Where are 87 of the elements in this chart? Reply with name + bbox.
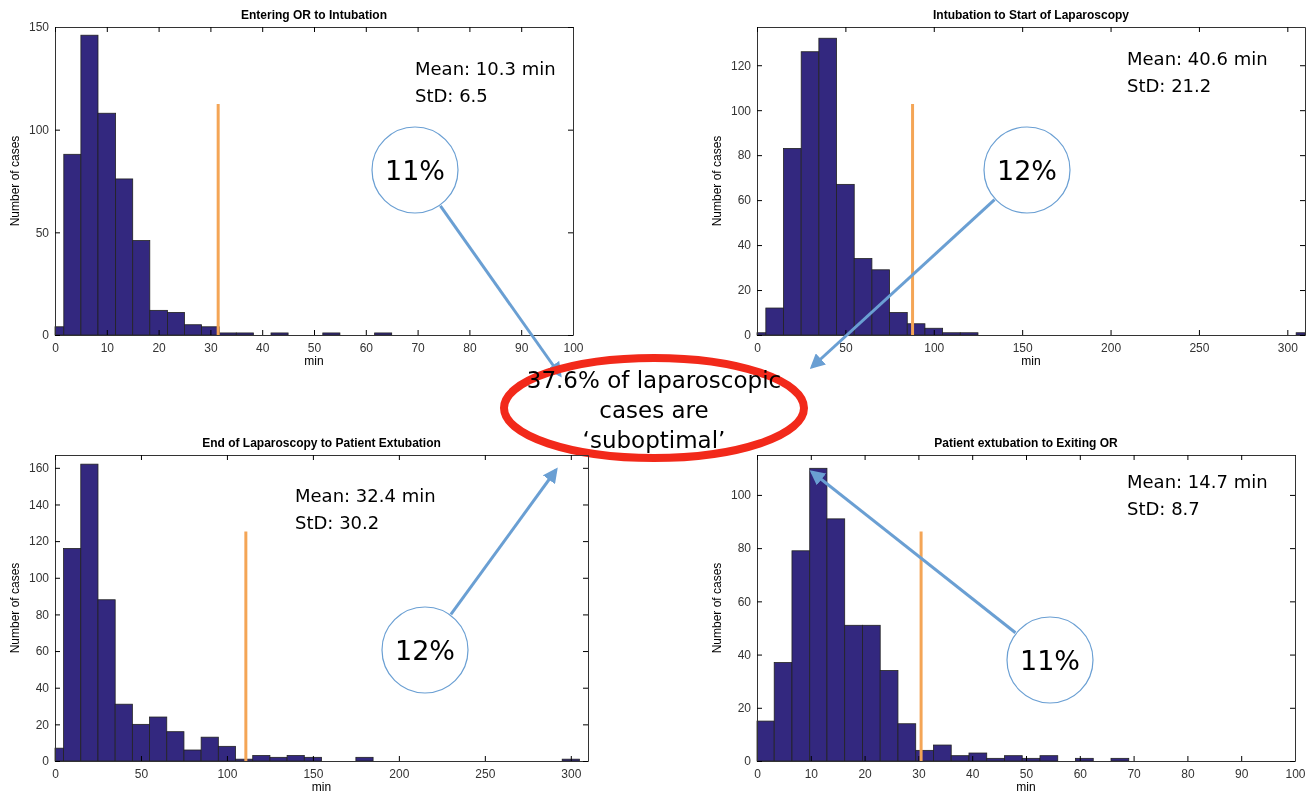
- y-tick-label: 100: [28, 571, 50, 586]
- x-tick-label: 80: [1181, 766, 1195, 781]
- y-axis-title: Number of cases: [710, 562, 724, 654]
- x-tick-label: 50: [839, 340, 853, 355]
- y-tick-label: 20: [737, 283, 752, 298]
- x-tick-label: 10: [100, 340, 115, 355]
- y-tick-label: 40: [737, 647, 752, 662]
- x-tick-label: 50: [134, 766, 149, 781]
- x-tick-label: 100: [563, 340, 584, 355]
- x-axis-title: min: [1021, 354, 1041, 368]
- x-tick-label: 10: [804, 766, 819, 781]
- x-tick-label: 70: [411, 340, 426, 355]
- y-tick-label: 20: [737, 701, 752, 716]
- annotation: 11%: [384, 155, 446, 186]
- x-tick-label: 70: [1127, 766, 1142, 781]
- x-tick-label: 90: [1235, 766, 1249, 781]
- x-tick-label: 100: [217, 766, 238, 781]
- y-tick-label: 40: [35, 681, 50, 696]
- y-tick-label: 120: [28, 534, 50, 549]
- x-tick-label: 50: [307, 340, 322, 355]
- chart-title: Patient extubation to Exiting OR: [934, 436, 1118, 450]
- annotation: StD: 30.2: [295, 512, 380, 533]
- x-tick-label: 40: [966, 766, 980, 781]
- annotation: Mean: 14.7 min: [1127, 471, 1268, 492]
- y-tick-label: 60: [35, 644, 50, 659]
- x-tick-label: 150: [1012, 340, 1033, 355]
- y-tick-label: 100: [28, 123, 50, 138]
- x-tick-label: 100: [924, 340, 945, 355]
- x-tick-label: 50: [1019, 766, 1034, 781]
- y-tick-label: 150: [28, 20, 50, 35]
- x-tick-label: 0: [52, 340, 60, 355]
- chart-title: Entering OR to Intubation: [241, 8, 387, 22]
- x-tick-label: 0: [754, 766, 762, 781]
- y-tick-label: 160: [28, 461, 50, 476]
- y-tick-label: 0: [42, 328, 50, 343]
- x-axis-title: min: [311, 780, 332, 794]
- annotation: StD: 21.2: [1127, 75, 1212, 96]
- x-tick-label: 40: [256, 340, 270, 355]
- annotation: Mean: 10.3 min: [415, 58, 556, 79]
- y-tick-label: 80: [35, 607, 50, 622]
- y-tick-label: 50: [35, 225, 50, 240]
- annotation: StD: 8.7: [1127, 498, 1200, 519]
- y-tick-label: 140: [28, 497, 50, 512]
- y-axis-title: Number of cases: [8, 135, 22, 227]
- x-tick-label: 30: [912, 766, 926, 781]
- y-tick-label: 20: [35, 717, 50, 732]
- y-axis-title: Number of cases: [8, 562, 22, 654]
- x-tick-label: 0: [52, 766, 60, 781]
- annotation: StD: 6.5: [415, 85, 488, 106]
- x-tick-label: 300: [561, 766, 582, 781]
- y-tick-label: 40: [737, 238, 752, 253]
- annotation: 12%: [394, 635, 456, 666]
- y-axis-title: Number of cases: [710, 135, 724, 227]
- x-tick-label: 20: [152, 340, 167, 355]
- text: 37.6% of laparoscopic cases are ‘suboptimal’: [526, 367, 782, 453]
- y-tick-label: 100: [730, 488, 752, 503]
- chart-title: End of Laparoscopy to Patient Extubation: [202, 436, 441, 450]
- y-tick-label: 80: [737, 148, 752, 163]
- y-tick-label: 120: [730, 58, 752, 73]
- x-tick-label: 200: [1101, 340, 1122, 355]
- y-tick-label: 0: [42, 754, 50, 769]
- x-tick-label: 30: [204, 340, 218, 355]
- x-tick-label: 0: [754, 340, 762, 355]
- x-tick-label: 80: [463, 340, 477, 355]
- x-tick-label: 250: [1189, 340, 1210, 355]
- y-tick-label: 0: [744, 328, 752, 343]
- y-tick-label: 60: [737, 193, 752, 208]
- x-tick-label: 90: [515, 340, 529, 355]
- x-tick-label: 200: [389, 766, 410, 781]
- annotation: 12%: [996, 155, 1058, 186]
- x-tick-label: 100: [1285, 766, 1306, 781]
- x-tick-label: 150: [303, 766, 324, 781]
- x-tick-label: 300: [1277, 340, 1299, 355]
- y-tick-label: 100: [730, 103, 752, 118]
- x-tick-label: 20: [858, 766, 873, 781]
- annotation: 11%: [1019, 645, 1081, 676]
- y-tick-label: 0: [744, 754, 752, 769]
- chart-title: Intubation to Start of Laparoscopy: [932, 8, 1130, 22]
- annotation: Mean: 32.4 min: [295, 485, 436, 506]
- y-tick-label: 80: [737, 541, 752, 556]
- x-tick-label: 250: [475, 766, 496, 781]
- x-axis-title: min: [304, 354, 324, 368]
- x-axis-title: min: [1016, 780, 1036, 794]
- x-tick-label: 60: [1073, 766, 1088, 781]
- y-tick-label: 60: [737, 594, 752, 609]
- x-tick-label: 60: [359, 340, 374, 355]
- annotation: Mean: 40.6 min: [1127, 48, 1268, 69]
